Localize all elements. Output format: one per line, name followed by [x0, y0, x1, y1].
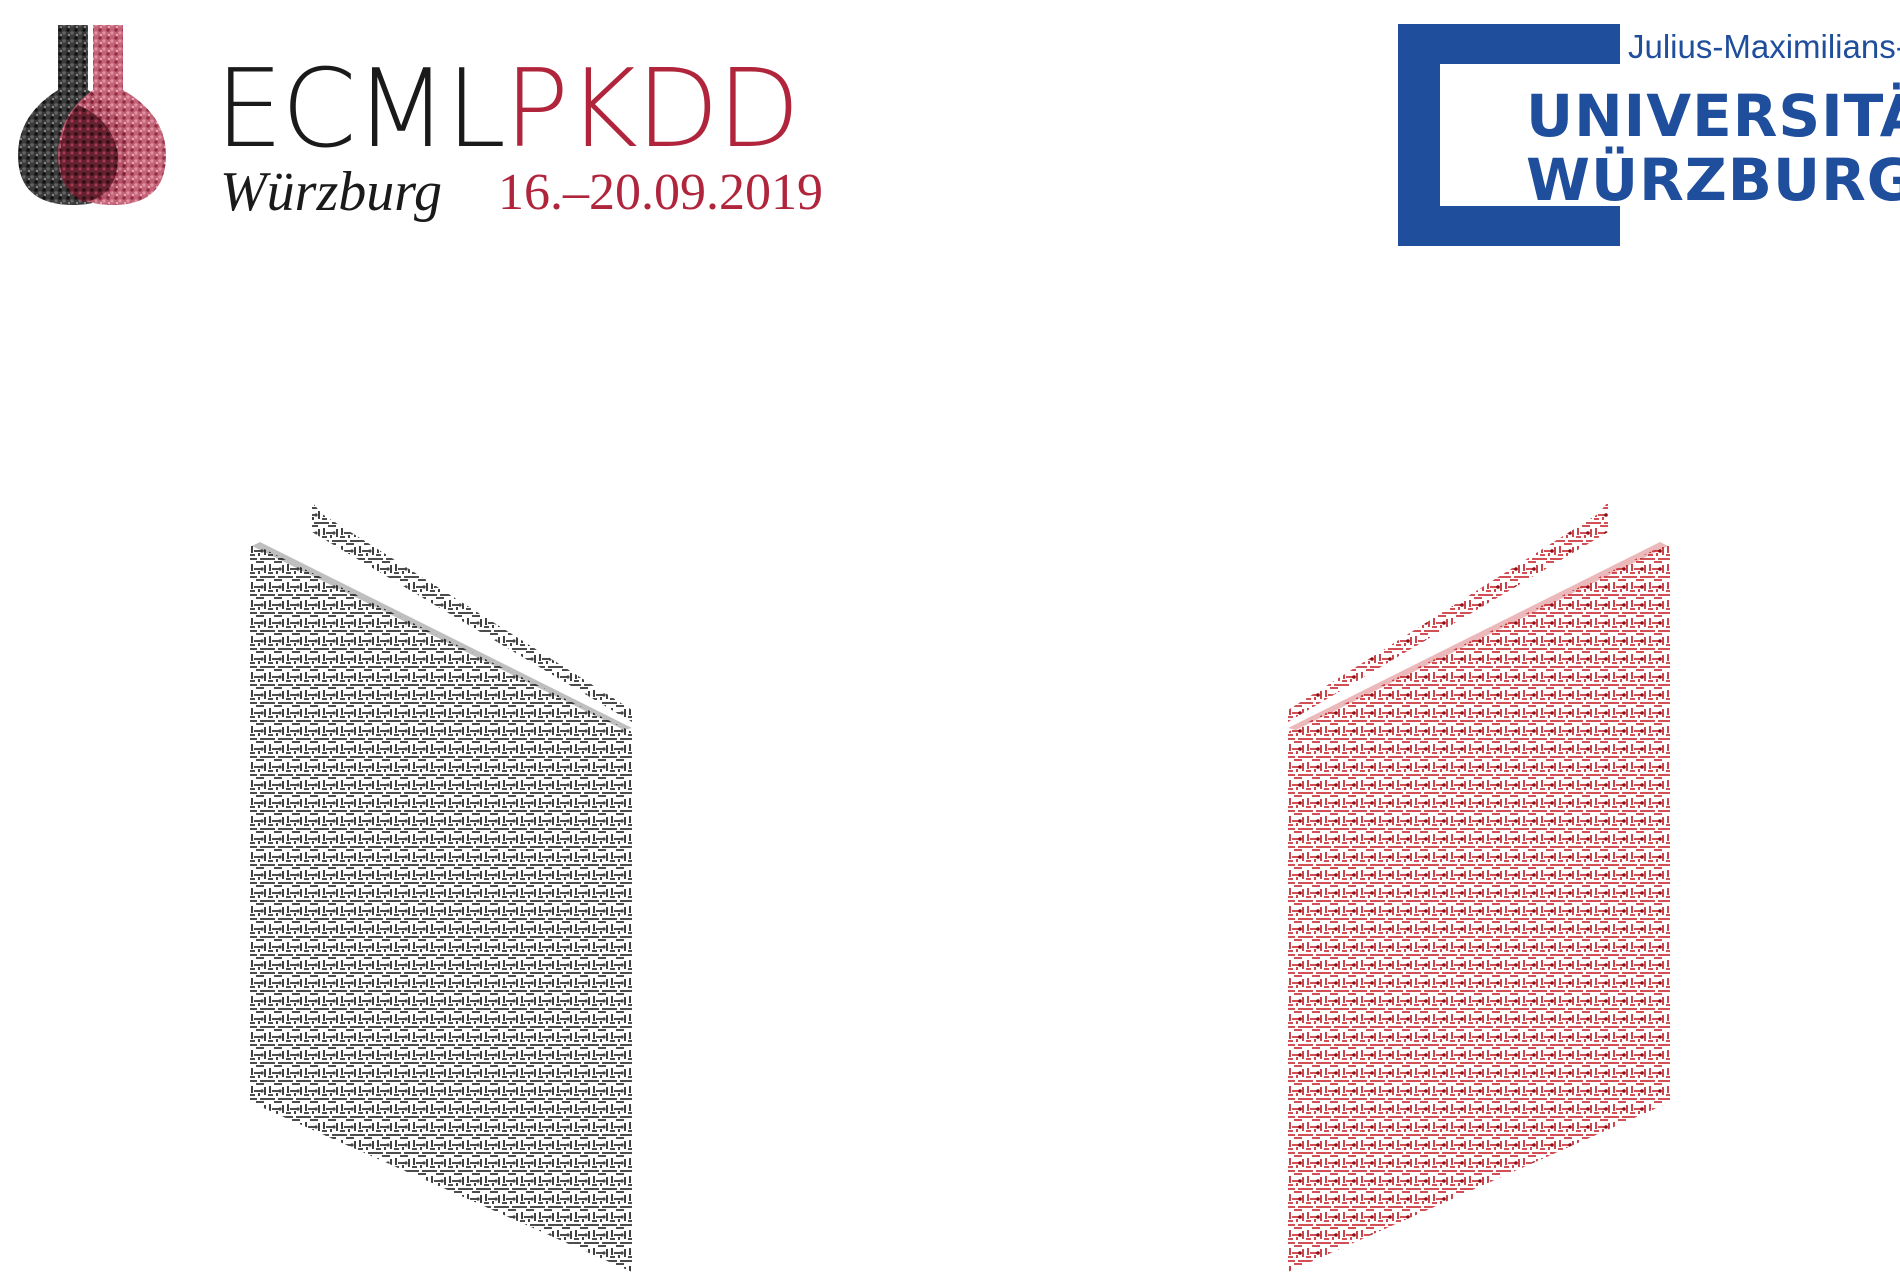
university-name-line2: UNIVERSITÄT — [1526, 82, 1900, 150]
bracket-icon — [1398, 24, 1620, 246]
university-logo: Julius-Maximilians- UNIVERSITÄT WÜRZBURG — [1398, 24, 1900, 246]
ecml-pkdd-wordmark: ECMLPKDD — [215, 56, 800, 164]
noise-book-icon — [1288, 502, 1670, 1272]
ecml-text: ECML — [215, 47, 506, 172]
noise-book-icon — [250, 502, 632, 1272]
conference-city: Würzburg — [220, 161, 442, 223]
flask-icon — [18, 25, 166, 205]
ecml-pkdd-logo: ECMLPKDD Würzburg 16.–20.09.2019 — [18, 20, 838, 223]
university-name-line1: Julius-Maximilians- — [1628, 28, 1900, 65]
university-name-line3: WÜRZBURG — [1526, 146, 1900, 214]
pkdd-text: PKDD — [504, 47, 800, 172]
conference-dates: 16.–20.09.2019 — [498, 164, 823, 221]
